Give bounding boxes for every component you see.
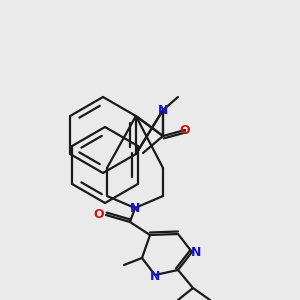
Text: N: N bbox=[150, 269, 160, 283]
Text: O: O bbox=[94, 208, 104, 221]
Text: N: N bbox=[130, 202, 140, 214]
Text: N: N bbox=[191, 245, 201, 259]
Text: N: N bbox=[158, 103, 168, 116]
Text: O: O bbox=[180, 124, 190, 136]
